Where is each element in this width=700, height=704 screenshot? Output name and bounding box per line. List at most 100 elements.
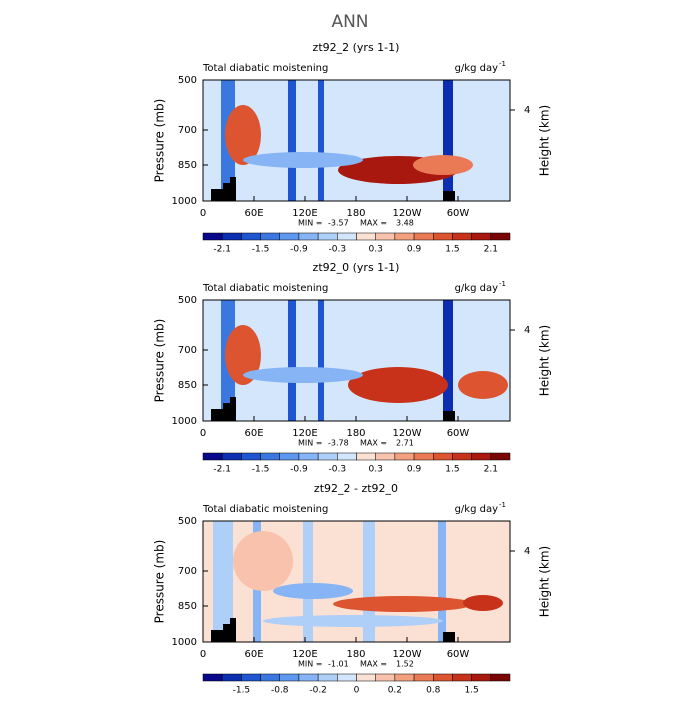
colorbar-swatch — [356, 673, 376, 682]
y-tick-label: 1000 — [172, 196, 197, 207]
colorbar-swatch — [452, 452, 472, 461]
contour-blob — [273, 583, 353, 599]
colorbar-label: 0.9 — [407, 245, 422, 255]
colorbar-label: -0.3 — [329, 245, 347, 255]
y2-axis-label: Height (km) — [538, 325, 552, 396]
contour-blob — [333, 596, 473, 612]
min-label: MIN = — [298, 219, 323, 228]
colorbar-label: 0.9 — [407, 465, 422, 475]
colorbar-label: 1.5 — [445, 245, 459, 255]
max-value: 1.52 — [396, 660, 414, 669]
x-tick-label: 120W — [393, 428, 422, 439]
panel: zt92_0 (yrs 1-1) Total diabatic moistenin… — [153, 261, 552, 475]
contour-blob — [243, 152, 363, 168]
colorbar-swatch — [260, 232, 280, 241]
x-tick-label: 60W — [447, 649, 470, 660]
x-tick-label: 120E — [292, 428, 317, 439]
x-tick-label: 120E — [292, 649, 317, 660]
y2-tick-label: 4 — [524, 105, 530, 116]
colorbar-label: -0.3 — [329, 465, 347, 475]
units-label: g/kg day — [455, 63, 499, 74]
colorbar-swatch — [337, 673, 357, 682]
colorbar-swatch — [433, 673, 453, 682]
min-value: -3.57 — [328, 219, 349, 228]
colorbar-label: -2.1 — [213, 465, 231, 475]
colorbar-label: 1.5 — [464, 686, 478, 696]
colorbar-swatch — [317, 452, 338, 461]
contour-blob — [243, 367, 363, 383]
x-tick-label: 120W — [393, 649, 422, 660]
colorbar-swatch — [202, 452, 223, 461]
max-value: 2.71 — [396, 439, 414, 448]
min-label: MIN = — [298, 439, 323, 448]
panel-title: zt92_0 (yrs 1-1) — [313, 261, 400, 274]
y2-axis-label: Height (km) — [538, 546, 552, 617]
colorbar-swatch — [356, 452, 376, 461]
contour-band — [318, 300, 324, 421]
colorbar-swatch — [490, 452, 511, 461]
colorbar-swatch — [260, 673, 280, 682]
colorbar-label: 0 — [354, 686, 360, 696]
colorbar-swatch — [260, 452, 280, 461]
y-axis-label: Pressure (mb) — [153, 99, 167, 183]
colorbar-label: -1.5 — [233, 686, 251, 696]
colorbar-swatch — [221, 232, 242, 241]
x-tick-label: 180 — [346, 208, 365, 219]
colorbar-swatch — [356, 232, 376, 241]
contour-band — [438, 521, 446, 642]
colorbar-swatch — [202, 673, 223, 682]
x-tick-label: 60E — [244, 428, 263, 439]
y-tick-label: 700 — [178, 345, 197, 356]
y-axis-label: Pressure (mb) — [153, 540, 167, 624]
colorbar-swatch — [298, 232, 319, 241]
contour-blob — [225, 325, 261, 385]
y-tick-label: 1000 — [172, 637, 197, 648]
y-tick-label: 850 — [178, 380, 197, 391]
colorbar-swatch — [471, 673, 492, 682]
colorbar-swatch — [337, 232, 357, 241]
colorbar-swatch — [452, 673, 472, 682]
contour-blob — [348, 367, 448, 403]
figure-title: ANN — [331, 12, 368, 32]
topography — [211, 177, 455, 201]
y-axis-label: Pressure (mb) — [153, 319, 167, 403]
panel-title: zt92_2 - zt92_0 — [314, 482, 398, 495]
colorbar-label: -0.2 — [309, 686, 327, 696]
panel-left-label: Total diabatic moistening — [202, 63, 328, 74]
y-tick-label: 500 — [178, 516, 197, 527]
colorbar-swatch — [452, 232, 472, 241]
y-tick-label: 850 — [178, 601, 197, 612]
colorbar-swatch — [394, 452, 415, 461]
colorbar-swatch — [298, 452, 319, 461]
x-tick-label: 180 — [346, 649, 365, 660]
contour-band — [318, 80, 324, 201]
colorbar-label: -0.8 — [271, 686, 289, 696]
colorbar-swatch — [221, 452, 242, 461]
colorbar-label: 0.3 — [369, 245, 383, 255]
colorbar-label: 2.1 — [484, 465, 498, 475]
contour-band — [288, 300, 296, 421]
min-label: MIN = — [298, 660, 323, 669]
colorbar-swatch — [317, 673, 338, 682]
colorbar-swatch — [375, 232, 396, 241]
colorbar-swatch — [241, 232, 261, 241]
colorbar-label: -0.9 — [290, 465, 308, 475]
colorbar-label: -1.5 — [252, 465, 270, 475]
colorbar-swatch — [202, 232, 223, 241]
y2-tick-label: 4 — [524, 325, 530, 336]
y2-axis-label: Height (km) — [538, 105, 552, 176]
topography — [211, 397, 455, 421]
colorbar-swatch — [241, 452, 261, 461]
y2-tick-label: 4 — [524, 546, 530, 557]
colorbar-label: 0.2 — [388, 686, 402, 696]
min-value: -1.01 — [328, 660, 349, 669]
units-exponent: -1 — [499, 501, 506, 509]
colorbar-swatch — [337, 452, 357, 461]
contour-blob — [233, 531, 293, 591]
x-tick-label: 0 — [200, 428, 206, 439]
colorbar-swatch — [433, 232, 453, 241]
colorbar-swatch — [375, 673, 396, 682]
colorbar-label: -1.5 — [252, 245, 270, 255]
contour-band — [288, 80, 296, 201]
